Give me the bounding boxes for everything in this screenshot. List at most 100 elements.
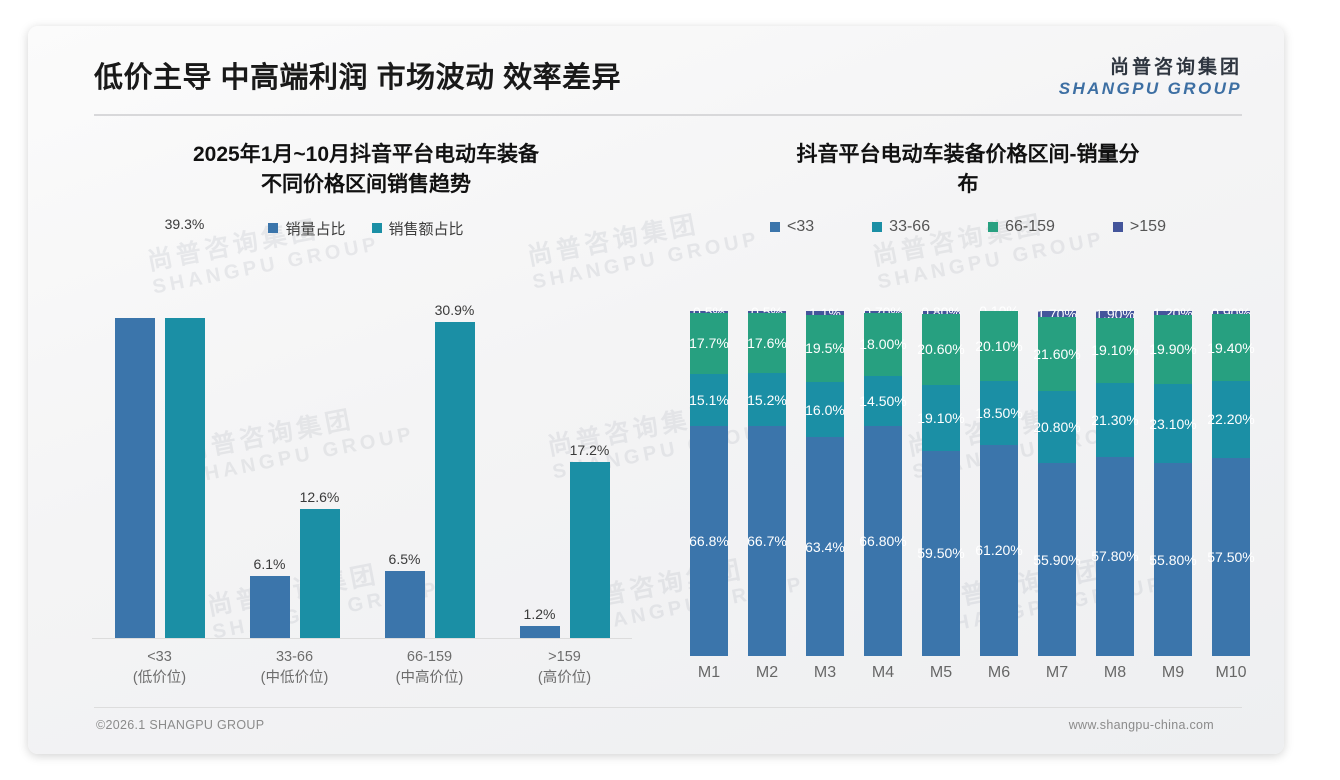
bar-sales-amount[interactable] xyxy=(434,321,475,638)
x-label-m2: M2 xyxy=(755,664,779,681)
stack-segment[interactable]: 21.60% xyxy=(1033,316,1081,392)
stack-segment[interactable]: 15.2% xyxy=(747,373,787,426)
stack-segment[interactable]: 18.00% xyxy=(859,313,907,376)
stacked-bar[interactable]: 0.5%17.6%15.2%66.7% xyxy=(747,304,787,656)
stack-segment[interactable]: 21.30% xyxy=(1091,383,1139,457)
stacked-bar[interactable]: 1.70% 21.60% 20.80% 55.90% xyxy=(1033,306,1081,656)
stack-segment[interactable]: 22.20% xyxy=(1207,381,1255,458)
legend-item-66-159[interactable]: 66-159 xyxy=(988,218,1055,236)
x-label-66-159: 66-159 (中高价位) xyxy=(371,641,489,697)
left-chart-x-labels: <33 (低价位) 33-66 (中低价位) 66-159 (中高价位) >15… xyxy=(92,641,632,697)
segment-value-label: 16.0% xyxy=(805,401,845,418)
bar-sales-amount[interactable] xyxy=(164,318,205,638)
stack-segment[interactable]: 20.80% xyxy=(1033,391,1081,464)
stacked-bar[interactable]: 0.5%17.7%15.1%66.8% xyxy=(689,304,729,656)
segment-value-label: 55.90% xyxy=(1033,551,1081,568)
segment-value-label: 20.10% xyxy=(975,338,1023,355)
logo-text-cn: 尚普咨询集团 xyxy=(1109,57,1242,78)
bar-value-label: 17.2% xyxy=(569,441,610,458)
stack-segment[interactable]: 19.10% xyxy=(917,384,965,451)
stack-segment[interactable]: 20.10% xyxy=(975,311,1023,381)
segment-value-label: 61.20% xyxy=(975,542,1023,559)
stack-segment[interactable]: 55.80% xyxy=(1149,463,1197,656)
stack-segment[interactable]: 19.40% xyxy=(1207,314,1255,382)
stacked-bar[interactable]: 0.80% 20.60% 19.10% 59.50% xyxy=(917,304,965,656)
segment-value-label: 15.1% xyxy=(689,391,729,408)
bar-group: 6.1% 12.6% xyxy=(236,318,354,638)
bar-sales-volume[interactable] xyxy=(519,625,560,638)
segment-value-label: 57.50% xyxy=(1207,548,1255,565)
segment-value-label: 18.50% xyxy=(975,404,1023,421)
stacked-bar[interactable]: 0.10%20.10%18.50%61.20% xyxy=(975,303,1023,656)
bar-sales-volume[interactable] xyxy=(384,571,425,638)
x-label-main: <33 xyxy=(147,649,172,665)
stack-segment[interactable]: 23.10% xyxy=(1149,383,1197,464)
bar-value-label: 1.2% xyxy=(523,605,556,622)
stack-segment[interactable]: 16.0% xyxy=(805,382,845,438)
stack-segment[interactable]: 63.4% xyxy=(805,437,845,656)
stacked-bar[interactable]: 1.20% 19.90% 23.10% 55.80% xyxy=(1149,305,1197,656)
x-label-m10: M10 xyxy=(1215,664,1247,681)
legend-swatch-icon xyxy=(872,221,883,232)
stack-segment[interactable]: 20.60% xyxy=(917,313,965,385)
stack-segment[interactable]: 19.90% xyxy=(1149,315,1197,384)
x-label-main: 33-66 xyxy=(275,649,314,665)
stack-segment[interactable]: 59.50% xyxy=(917,450,965,656)
stack-segment[interactable]: 57.80% xyxy=(1091,456,1139,657)
x-label-m6: M6 xyxy=(987,664,1011,681)
slide-header: 低价主导 中高端利润 市场波动 效率差异 尚普咨询集团 SHANGPU GROU… xyxy=(28,26,1284,118)
right-chart-x-labels: M1 M2 M3 M4 M5 M6 M7 M8 M9 M10 xyxy=(690,664,1250,692)
bar-wrap: 1.2% xyxy=(519,318,560,638)
legend-item-gt159[interactable]: >159 xyxy=(1112,218,1166,236)
legend-swatch-icon xyxy=(371,223,382,234)
stacked-bar[interactable]: 0.90% 19.40% 22.20% 57.50% xyxy=(1207,305,1255,656)
segment-value-label: 21.30% xyxy=(1091,412,1139,429)
stack-segment[interactable]: 57.50% xyxy=(1207,457,1255,656)
legend-swatch-icon xyxy=(1112,221,1123,232)
legend-swatch-icon xyxy=(988,221,999,232)
legend-label: <33 xyxy=(787,217,815,235)
footer-website[interactable]: www.shangpu-china.com xyxy=(1068,718,1214,732)
stacked-bar[interactable]: 1.90% 19.10% 21.30% 57.80% xyxy=(1091,306,1139,657)
page-title: 低价主导 中高端利润 市场波动 效率差异 xyxy=(94,62,622,94)
footer-divider xyxy=(94,707,1242,708)
stack-segment[interactable]: 17.6% xyxy=(747,312,787,374)
bar-sales-volume[interactable] xyxy=(249,575,290,638)
x-axis-line xyxy=(92,638,632,639)
bar-wrap: 6.1% xyxy=(249,318,290,638)
stacked-bar[interactable]: 0.70% 18.00% 14.50% 66.80% xyxy=(859,304,907,656)
stack-segment[interactable]: 61.20% xyxy=(975,444,1023,656)
stack-segment[interactable]: 15.1% xyxy=(689,373,729,426)
segment-value-label: 19.90% xyxy=(1149,341,1197,358)
stacked-bar[interactable]: 1.1% 19.5% 16.0% 63.4% xyxy=(805,305,845,656)
segment-value-label: 17.7% xyxy=(689,335,729,352)
bar-sales-amount[interactable] xyxy=(299,508,340,638)
segment-value-label: 55.80% xyxy=(1149,551,1197,568)
stack-segment[interactable]: 19.5% xyxy=(805,314,845,383)
segment-value-label: 66.80% xyxy=(859,532,907,549)
legend-item-lt33[interactable]: <33 xyxy=(770,218,814,236)
bar-groups: 86.2% 39.3% 6.1% 12.6% xyxy=(92,216,632,638)
x-label-33-66: 33-66 (中低价位) xyxy=(236,641,354,697)
x-label-m1: M1 xyxy=(697,664,721,681)
stack-segment[interactable]: 55.90% xyxy=(1033,463,1081,656)
legend-item-sales-amount[interactable]: 销售额占比 xyxy=(371,218,464,239)
x-label-m8: M8 xyxy=(1103,664,1127,681)
stack-segment[interactable]: 66.80% xyxy=(859,425,907,656)
legend-item-33-66[interactable]: 33-66 xyxy=(872,218,930,236)
bar-sales-volume[interactable] xyxy=(114,318,155,638)
right-chart-legend: <33 33-66 66-159 >159 xyxy=(668,218,1268,236)
segment-value-label: 19.5% xyxy=(805,340,845,357)
stack-segment[interactable]: 66.7% xyxy=(747,425,787,656)
segment-value-label: 66.7% xyxy=(747,532,787,549)
stack-segment[interactable]: 17.7% xyxy=(689,312,729,374)
bar-wrap: 30.9% xyxy=(434,302,475,638)
stack-segment[interactable]: 66.8% xyxy=(689,425,729,656)
legend-item-sales-volume[interactable]: 销量占比 xyxy=(268,218,346,239)
bar-sales-amount[interactable] xyxy=(569,461,610,638)
legend-label: 66-159 xyxy=(1005,217,1055,235)
stack-segment[interactable]: 18.50% xyxy=(975,380,1023,445)
segment-value-label: 19.40% xyxy=(1207,339,1255,356)
stack-segment[interactable]: 19.10% xyxy=(1091,317,1139,384)
stack-segment[interactable]: 14.50% xyxy=(859,375,907,426)
